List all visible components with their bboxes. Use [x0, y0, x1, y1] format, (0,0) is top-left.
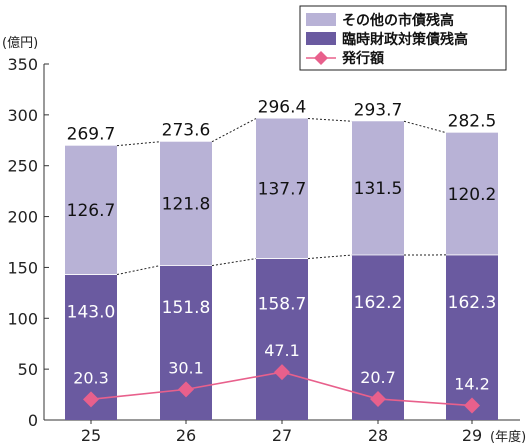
bar-total-label: 296.4: [258, 98, 307, 118]
issue-marker: [370, 390, 386, 407]
bar-rinji-zaisei: [256, 258, 308, 420]
bar-sonota-shisai: [65, 145, 117, 275]
connector-total: [211, 118, 257, 143]
bar-sonota-shisai: [352, 121, 404, 256]
bar-label-rinji-zaisei: 151.8: [162, 298, 211, 318]
bars: [65, 118, 498, 420]
bar-label-sonota-shisai: 131.5: [354, 179, 403, 199]
legend-label: 臨時財政対策債残高: [342, 31, 468, 48]
issue-value-label: 14.2: [454, 375, 490, 394]
bar-sonota-shisai: [256, 118, 308, 259]
bar-label-sonota-shisai: 121.8: [162, 195, 211, 215]
issue-value-label: 20.3: [73, 368, 109, 387]
issue-marker: [178, 381, 194, 398]
issue-value-label: 20.7: [360, 368, 396, 387]
y-tick-label: 250: [7, 157, 38, 176]
y-tick-label: 150: [7, 258, 38, 277]
bar-total-label: 269.7: [67, 125, 116, 145]
legend-swatch: [306, 32, 336, 45]
y-axis-unit: (億円): [2, 35, 38, 51]
bar-label-sonota-shisai: 137.7: [258, 180, 307, 200]
bar-label-sonota-shisai: 126.7: [67, 201, 116, 221]
y-tick-label: 300: [7, 106, 38, 125]
connector-boundary: [211, 258, 257, 267]
connector-boundary: [307, 254, 353, 260]
x-tick-label: 27: [272, 426, 292, 445]
issue-line-series: [83, 364, 480, 414]
y-tick-label: 200: [7, 208, 38, 227]
y-tick-label: 350: [7, 55, 38, 74]
connector-total: [307, 118, 353, 122]
bar-label-rinji-zaisei: 143.0: [67, 303, 116, 323]
bar-label-rinji-zaisei: 162.2: [354, 293, 403, 313]
issue-marker: [83, 391, 99, 408]
x-tick-label: 28: [368, 426, 388, 445]
connector-total: [403, 120, 447, 134]
bar-total-label: 282.5: [448, 112, 497, 132]
issue-value-label: 47.1: [264, 341, 300, 360]
issue-marker: [464, 397, 480, 414]
issue-marker: [274, 364, 290, 381]
legend-label: その他の市債残高: [342, 12, 454, 29]
bar-total-label: 293.7: [354, 100, 403, 120]
connector-boundary: [116, 265, 161, 276]
x-axis-unit: (年度): [490, 429, 526, 445]
axes: 0 50 100 150 200 250 300 350 (億円) 25 26 27 28 29 (年度): [2, 35, 526, 445]
x-tick-label: 29: [462, 426, 482, 445]
issue-value-label: 30.1: [168, 358, 204, 377]
legend-label: 発行額: [341, 50, 384, 67]
bar-rinji-zaisei: [446, 254, 498, 420]
value-labels: 143.0 126.7 269.7 151.8 121.8 273.6 158.7 137.7…: [67, 98, 497, 394]
y-tick-label: 100: [7, 309, 38, 328]
x-tick-label: 25: [81, 426, 101, 445]
y-tick-label: 0: [28, 411, 38, 430]
y-tick-label: 50: [18, 360, 38, 379]
legend-diamond-icon: [314, 51, 328, 65]
bar-total-label: 273.6: [162, 121, 211, 141]
bar-sonota-shisai: [160, 141, 212, 266]
bar-label-rinji-zaisei: 162.3: [448, 293, 497, 313]
connector-lines: [116, 118, 447, 276]
connector-total: [116, 141, 161, 147]
legend-swatch: [306, 13, 336, 26]
bar-label-sonota-shisai: 120.2: [448, 185, 497, 205]
bar-sonota-shisai: [446, 132, 498, 255]
x-tick-label: 26: [176, 426, 196, 445]
bar-label-rinji-zaisei: 158.7: [258, 295, 307, 315]
